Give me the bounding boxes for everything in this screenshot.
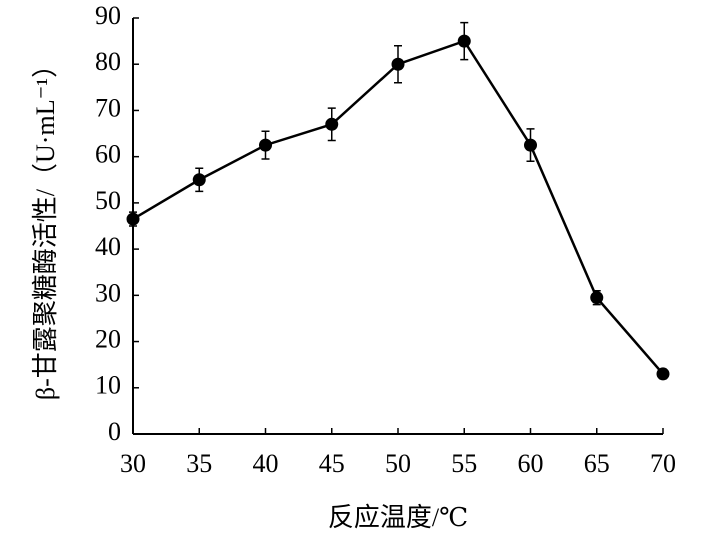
y-tick-label: 0	[108, 417, 121, 446]
data-point	[126, 212, 140, 226]
x-tick-label: 55	[451, 449, 477, 478]
x-tick-label: 35	[186, 449, 212, 478]
data-point	[325, 117, 339, 131]
y-axis-label: β-甘露聚糖酶活性/（U·mL⁻¹）	[31, 52, 60, 400]
data-point	[391, 57, 405, 71]
y-tick-label: 60	[95, 140, 121, 169]
data-point	[524, 138, 537, 152]
x-tick-label: 40	[253, 449, 279, 478]
y-tick-label: 30	[95, 278, 121, 307]
data-point	[656, 367, 670, 381]
data-point	[590, 291, 604, 305]
x-tick-label: 50	[385, 449, 411, 478]
y-tick-label: 50	[95, 186, 121, 215]
x-tick-label: 45	[319, 449, 345, 478]
x-tick-label: 30	[120, 449, 146, 478]
data-point	[457, 34, 471, 48]
y-tick-label: 20	[95, 325, 121, 354]
x-tick-label: 65	[584, 449, 610, 478]
x-axis-label: 反应温度/℃	[328, 503, 468, 532]
series-line	[132, 39, 664, 375]
data-point	[192, 173, 206, 187]
data-point	[259, 138, 272, 152]
y-tick-label: 70	[95, 93, 121, 122]
y-tick-label: 80	[95, 47, 121, 76]
x-tick-label: 60	[518, 449, 544, 478]
y-tick-label: 90	[95, 1, 121, 30]
y-tick-label: 40	[95, 232, 121, 261]
y-tick-label: 10	[95, 371, 121, 400]
x-tick-label: 70	[650, 449, 676, 478]
